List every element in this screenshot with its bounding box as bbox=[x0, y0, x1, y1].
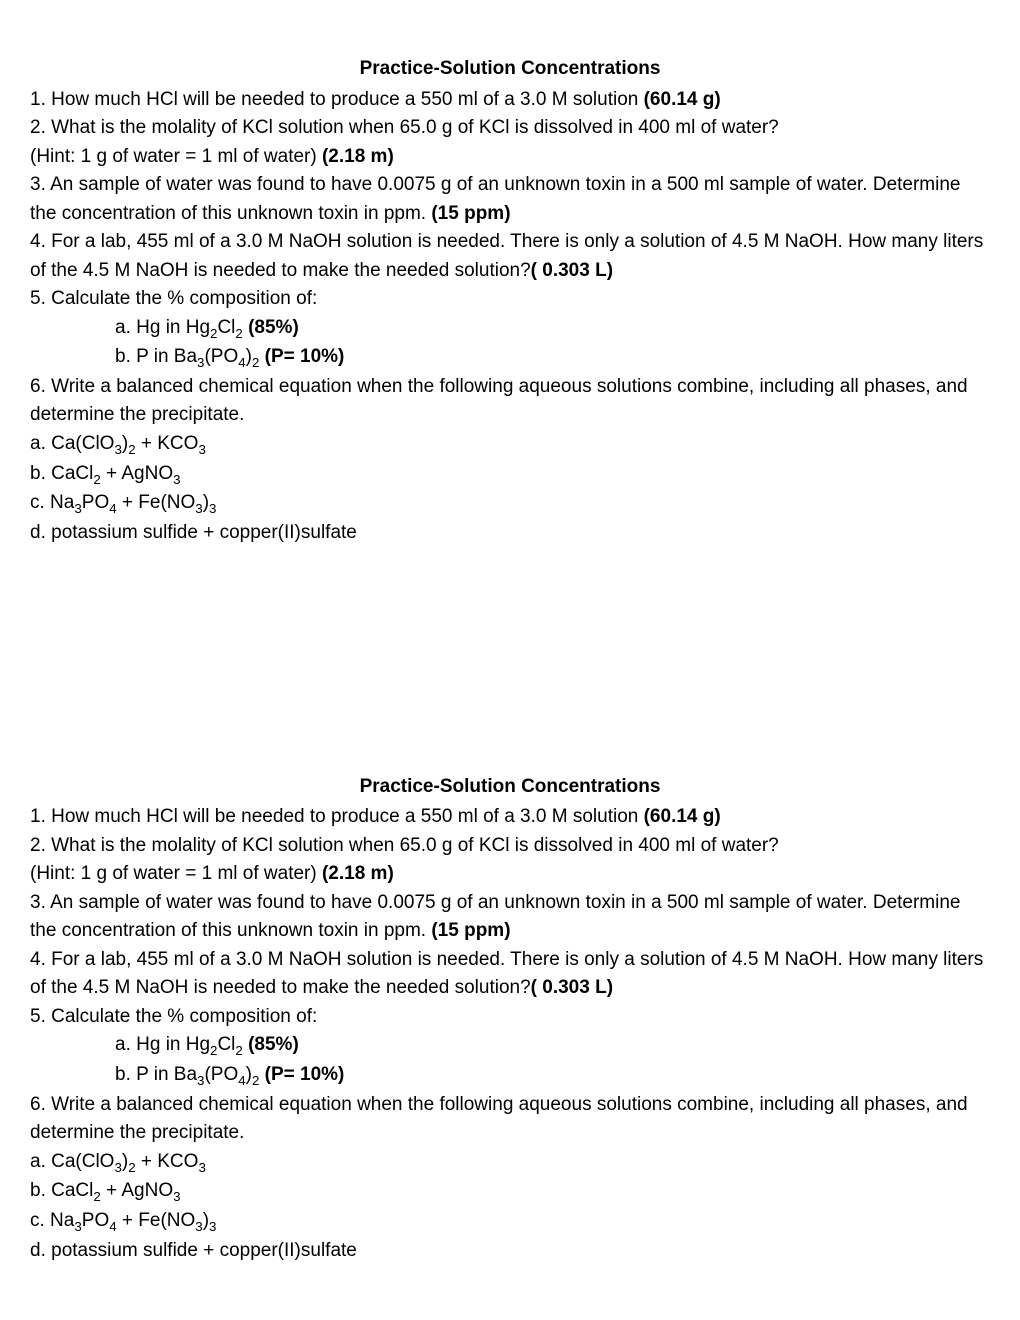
q4-answer: ( 0.303 L) bbox=[531, 260, 613, 281]
question-1-r: 1. How much HCl will be needed to produc… bbox=[30, 803, 990, 832]
question-5a-r: a. Hg in Hg2Cl2 (85%) bbox=[30, 1031, 990, 1061]
q6c-p1: c. Na bbox=[30, 492, 74, 513]
q5a-prefix-r: a. Hg in Hg bbox=[115, 1034, 210, 1055]
question-2-line2-r: (Hint: 1 g of water = 1 ml of water) (2.… bbox=[30, 860, 990, 889]
q6b-s1-r: 2 bbox=[93, 1189, 100, 1204]
q4-answer-r: ( 0.303 L) bbox=[531, 977, 613, 998]
q6b-p1: b. CaCl bbox=[30, 463, 93, 484]
question-5a: a. Hg in Hg2Cl2 (85%) bbox=[30, 314, 990, 344]
q6c-p3-r: + Fe(NO bbox=[117, 1210, 196, 1231]
q5a-answer-r: (85%) bbox=[243, 1034, 299, 1055]
q6c-s2: 4 bbox=[109, 501, 116, 516]
question-1: 1. How much HCl will be needed to produc… bbox=[30, 86, 990, 115]
question-2-line1-r: 2. What is the molality of KCl solution … bbox=[30, 832, 990, 861]
question-5: 5. Calculate the % composition of: bbox=[30, 285, 990, 314]
question-4: 4. For a lab, 455 ml of a 3.0 M NaOH sol… bbox=[30, 228, 990, 285]
q2-hint: (Hint: 1 g of water = 1 ml of water) bbox=[30, 146, 322, 167]
q6c-s3-r: 3 bbox=[195, 1219, 202, 1234]
q1-answer: (60.14 g) bbox=[644, 89, 721, 110]
q6b-p1-r: b. CaCl bbox=[30, 1180, 93, 1201]
question-6a-r: a. Ca(ClO3)2 + KCO3 bbox=[30, 1148, 990, 1178]
q6c-s1: 3 bbox=[74, 501, 81, 516]
q5a-sub2: 2 bbox=[235, 325, 242, 340]
question-2-line2: (Hint: 1 g of water = 1 ml of water) (2.… bbox=[30, 143, 990, 172]
question-2-line1: 2. What is the molality of KCl solution … bbox=[30, 114, 990, 143]
q5b-prefix: b. P in Ba bbox=[115, 346, 197, 367]
q6b-p2-r: + AgNO bbox=[101, 1180, 173, 1201]
q1-text-r: 1. How much HCl will be needed to produc… bbox=[30, 806, 644, 827]
q6a-p1-r: a. Ca(ClO bbox=[30, 1151, 114, 1172]
question-6a: a. Ca(ClO3)2 + KCO3 bbox=[30, 430, 990, 460]
question-6c: c. Na3PO4 + Fe(NO3)3 bbox=[30, 489, 990, 519]
q6c-s4: 3 bbox=[209, 501, 216, 516]
q6a-s2-r: 2 bbox=[128, 1159, 135, 1174]
q6a-s1: 3 bbox=[114, 442, 121, 457]
q3-answer: (15 ppm) bbox=[431, 203, 510, 224]
question-4-r: 4. For a lab, 455 ml of a 3.0 M NaOH sol… bbox=[30, 946, 990, 1003]
q6c-s2-r: 4 bbox=[109, 1219, 116, 1234]
q3-answer-r: (15 ppm) bbox=[431, 920, 510, 941]
q6c-s3: 3 bbox=[195, 501, 202, 516]
q1-answer-r: (60.14 g) bbox=[644, 806, 721, 827]
question-3: 3. An sample of water was found to have … bbox=[30, 171, 990, 228]
question-6c-r: c. Na3PO4 + Fe(NO3)3 bbox=[30, 1207, 990, 1237]
question-6-r: 6. Write a balanced chemical equation wh… bbox=[30, 1091, 990, 1148]
q6c-p2: PO bbox=[82, 492, 109, 513]
question-6b: b. CaCl2 + AgNO3 bbox=[30, 460, 990, 490]
question-6b-r: b. CaCl2 + AgNO3 bbox=[30, 1177, 990, 1207]
q6b-s2-r: 3 bbox=[173, 1189, 180, 1204]
q5a-sub2-r: 2 bbox=[235, 1043, 242, 1058]
question-5b: b. P in Ba3(PO4)2 (P= 10%) bbox=[30, 343, 990, 373]
section-title-2: Practice-Solution Concentrations bbox=[30, 773, 990, 802]
q6a-p1: a. Ca(ClO bbox=[30, 433, 114, 454]
question-6: 6. Write a balanced chemical equation wh… bbox=[30, 373, 990, 430]
q5b-prefix-r: b. P in Ba bbox=[115, 1064, 197, 1085]
q5a-answer: (85%) bbox=[243, 317, 299, 338]
q4-text: 4. For a lab, 455 ml of a 3.0 M NaOH sol… bbox=[30, 231, 983, 281]
q5b-sub2: 4 bbox=[238, 355, 245, 370]
q2-hint-r: (Hint: 1 g of water = 1 ml of water) bbox=[30, 863, 322, 884]
q2-answer-r: (2.18 m) bbox=[322, 863, 394, 884]
q1-text: 1. How much HCl will be needed to produc… bbox=[30, 89, 644, 110]
q6c-p3: + Fe(NO bbox=[117, 492, 196, 513]
q6a-p3-r: + KCO bbox=[136, 1151, 199, 1172]
q6a-s1-r: 3 bbox=[114, 1159, 121, 1174]
q6a-s2: 2 bbox=[128, 442, 135, 457]
q6c-p1-r: c. Na bbox=[30, 1210, 74, 1231]
q2-answer: (2.18 m) bbox=[322, 146, 394, 167]
q6c-s1-r: 3 bbox=[74, 1219, 81, 1234]
q5a-mid: Cl bbox=[217, 317, 235, 338]
question-5b-r: b. P in Ba3(PO4)2 (P= 10%) bbox=[30, 1061, 990, 1091]
q5a-mid-r: Cl bbox=[217, 1034, 235, 1055]
q5a-prefix: a. Hg in Hg bbox=[115, 317, 210, 338]
q6a-s3-r: 3 bbox=[198, 1159, 205, 1174]
section-gap bbox=[30, 548, 990, 773]
q5b-sub2-r: 4 bbox=[238, 1073, 245, 1088]
q4-text-r: 4. For a lab, 455 ml of a 3.0 M NaOH sol… bbox=[30, 949, 983, 999]
q6c-s4-r: 3 bbox=[209, 1219, 216, 1234]
q6a-s3: 3 bbox=[198, 442, 205, 457]
question-5-r: 5. Calculate the % composition of: bbox=[30, 1003, 990, 1032]
q6b-s2: 3 bbox=[173, 472, 180, 487]
question-6d-r: d. potassium sulfide + copper(II)sulfate bbox=[30, 1237, 990, 1266]
q6a-p3: + KCO bbox=[136, 433, 199, 454]
q5b-mid1: (PO bbox=[204, 346, 238, 367]
q6b-s1: 2 bbox=[93, 472, 100, 487]
q5b-answer: (P= 10%) bbox=[259, 346, 344, 367]
q5b-mid1-r: (PO bbox=[204, 1064, 238, 1085]
question-6d: d. potassium sulfide + copper(II)sulfate bbox=[30, 519, 990, 548]
q5b-answer-r: (P= 10%) bbox=[259, 1064, 344, 1085]
q6c-p2-r: PO bbox=[82, 1210, 109, 1231]
question-3-r: 3. An sample of water was found to have … bbox=[30, 889, 990, 946]
q6b-p2: + AgNO bbox=[101, 463, 173, 484]
section-title-1: Practice-Solution Concentrations bbox=[30, 55, 990, 84]
